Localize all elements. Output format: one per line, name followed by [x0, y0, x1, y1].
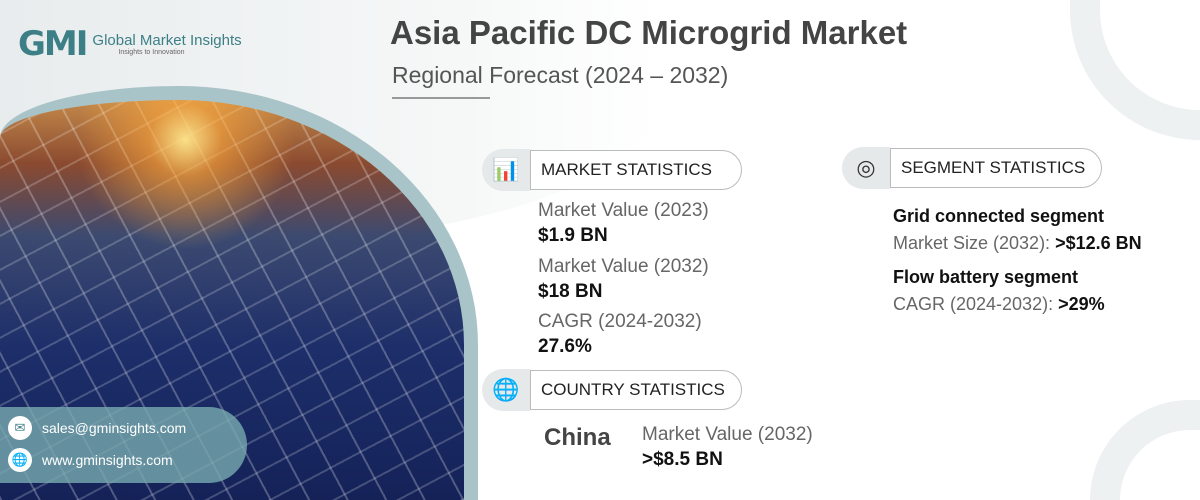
decorative-ring — [1090, 400, 1200, 500]
stat-label: Market Value (2023) — [538, 200, 709, 221]
chart-globe-icon: 📊 — [482, 149, 530, 191]
stat-value: $18 BN — [538, 281, 603, 302]
email-icon: ✉ — [8, 416, 32, 440]
section-label: MARKET STATISTICS — [530, 150, 742, 190]
stat-label: CAGR (2024-2032) — [538, 311, 702, 332]
brand-name: Global Market Insights — [92, 32, 242, 49]
website-link[interactable]: 🌐 www.gminsights.com — [8, 448, 173, 472]
section-label: SEGMENT STATISTICS — [890, 148, 1102, 188]
country-statistics-header: 🌐 COUNTRY STATISTICS — [482, 369, 742, 411]
logo-mark: GMI — [18, 24, 88, 64]
email-link[interactable]: ✉ sales@gminsights.com — [8, 416, 186, 440]
segment-name: Grid connected segment — [893, 206, 1105, 226]
gmi-logo[interactable]: GMI Global Market Insights Insights to I… — [18, 24, 242, 64]
segment-value: >29% — [1058, 294, 1105, 314]
segment-statistics-header: ◎ SEGMENT STATISTICS — [842, 147, 1102, 189]
stat-value: $1.9 BN — [538, 225, 608, 246]
contact-panel: ✉ sales@gminsights.com 🌐 www.gminsights.co… — [0, 407, 247, 483]
globe-icon: 🌐 — [482, 369, 530, 411]
page-subtitle: Regional Forecast (2024 – 2032) — [392, 62, 729, 88]
page-title: Asia Pacific DC Microgrid Market — [390, 14, 908, 51]
stat-label: Market Value (2032) — [538, 256, 709, 277]
segment-name: Flow battery segment — [893, 267, 1079, 287]
stat-value: 27.6% — [538, 336, 592, 357]
target-chart-icon: ◎ — [842, 147, 890, 189]
globe-icon: 🌐 — [8, 448, 32, 472]
market-statistics-header: 📊 MARKET STATISTICS — [482, 149, 742, 191]
email-text: sales@gminsights.com — [42, 420, 187, 436]
country-stat-value: >$8.5 BN — [642, 449, 723, 470]
decorative-ring — [1070, 0, 1200, 140]
segment-label: Market Size (2032): — [893, 233, 1056, 253]
section-label: COUNTRY STATISTICS — [530, 370, 742, 410]
segment-value: >$12.6 BN — [1055, 233, 1142, 253]
segment-label: CAGR (2024-2032): — [893, 294, 1059, 314]
country-stat-label: Market Value (2032) — [642, 424, 813, 445]
website-text: www.gminsights.com — [42, 452, 173, 468]
brand-tagline: Insights to Innovation — [118, 49, 185, 56]
country-name: China — [544, 424, 611, 451]
title-divider — [392, 97, 490, 99]
